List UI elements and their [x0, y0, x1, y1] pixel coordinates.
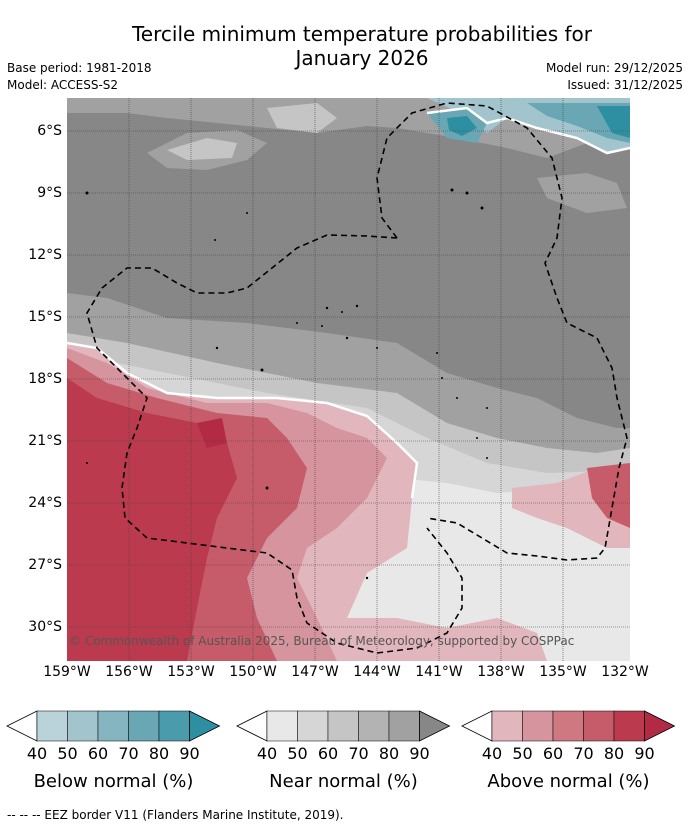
legend-near-tick: 60: [317, 744, 339, 763]
legend-above-tick: 40: [481, 744, 503, 763]
lat-label: 21°S: [28, 433, 62, 449]
legend-near-min-arrow: [236, 710, 268, 742]
copyright-text: © Commonwealth of Australia 2025, Bureau…: [69, 634, 574, 648]
model-run: Model run: 29/12/2025: [545, 61, 683, 75]
legend-below-tick: 40: [26, 744, 48, 763]
eez-border-east: [376, 102, 628, 561]
map-panel: © Commonwealth of Australia 2025, Bureau…: [66, 98, 631, 661]
legend-below-tick: 60: [87, 744, 109, 763]
lon-label: 135°W: [539, 664, 587, 680]
region-above-east-mid: [587, 463, 630, 528]
legend-below-tick: 90: [179, 744, 200, 763]
legend-above-swatch: [522, 710, 554, 742]
legend-near-swatch: [388, 710, 420, 742]
meta-right: Model run: 29/12/2025 Issued: 31/12/2025: [546, 60, 683, 94]
lon-label: 144°W: [353, 664, 401, 680]
legend-above-min-arrow: [461, 710, 493, 742]
region-above-darkest: [197, 418, 227, 448]
legend-below-swatch: [67, 710, 99, 742]
contour-below-40: [426, 106, 631, 155]
legend-above-swatch: [613, 710, 645, 742]
legend-title-above: Above normal (%): [487, 771, 650, 792]
legend-near-tick: 90: [409, 744, 430, 763]
region-near-light-top2: [267, 103, 337, 133]
legend-below-swatch: [128, 710, 160, 742]
legend-below-min-arrow: [6, 710, 38, 742]
lat-label: 27°S: [28, 557, 62, 573]
lon-label: 132°W: [601, 664, 649, 680]
legend-near-max-arrow: [419, 710, 451, 742]
meta-left: Base period: 1981-2018 Model: ACCESS-S2: [7, 60, 152, 94]
legend-above-swatch: [491, 710, 523, 742]
base-period: Base period: 1981-2018: [7, 61, 152, 75]
lon-label: 159°W: [43, 664, 91, 680]
legend-above-tick: 50: [512, 744, 533, 763]
legend-below-tick: 70: [118, 744, 139, 763]
lon-label: 138°W: [477, 664, 525, 680]
legend-above-tick: 60: [542, 744, 564, 763]
region-above-dark: [67, 378, 237, 661]
legend-below-swatch: [36, 710, 68, 742]
legend-below-tick: 80: [148, 744, 170, 763]
lat-label: 30°S: [28, 619, 62, 635]
legend-above-max-arrow: [644, 710, 676, 742]
probability-map: © Commonwealth of Australia 2025, Bureau…: [66, 98, 631, 661]
legend-above-tick: 90: [634, 744, 655, 763]
legend-title-below: Below normal (%): [33, 771, 194, 792]
contour-above-40: [66, 341, 419, 499]
legend-near-tick: 70: [348, 744, 369, 763]
legend-above: [461, 710, 676, 742]
legend-below-swatch: [158, 710, 190, 742]
legend-near-swatch: [358, 710, 390, 742]
legend-near-tick: 40: [256, 744, 278, 763]
issued-date: Issued: 31/12/2025: [567, 78, 683, 92]
legend-colorbars: [6, 710, 676, 742]
legend-near-tick: 80: [378, 744, 400, 763]
footer-note: -- -- -- EEZ border V11 (Flanders Marine…: [7, 808, 344, 822]
model-name: Model: ACCESS-S2: [7, 78, 119, 92]
lat-label: 15°S: [28, 309, 62, 325]
legend-below-tick: 50: [57, 744, 78, 763]
lat-label: 6°S: [37, 123, 62, 139]
legend-near-tick: 50: [287, 744, 308, 763]
legend-near-swatch: [266, 710, 298, 742]
legend-above-tick: 80: [603, 744, 625, 763]
legend-near: [236, 710, 451, 742]
legend-near-swatch: [297, 710, 329, 742]
map-title: Tercile minimum temperature probabilitie…: [0, 22, 690, 70]
title-line-2: January 2026: [295, 46, 429, 70]
lon-label: 153°W: [167, 664, 215, 680]
legend-above-swatch: [583, 710, 615, 742]
legend-below-max-arrow: [189, 710, 221, 742]
legend-below: [6, 710, 221, 742]
lat-label: 24°S: [28, 495, 62, 511]
legend-above-swatch: [552, 710, 584, 742]
lat-label: 9°S: [37, 185, 62, 201]
title-line-1: Tercile minimum temperature probabilitie…: [131, 22, 593, 46]
lat-label: 12°S: [28, 247, 62, 263]
eez-border-west: [86, 234, 463, 654]
legend-near-swatch: [327, 710, 359, 742]
legend-title-near: Near normal (%): [269, 771, 418, 792]
legend-above-tick: 70: [573, 744, 594, 763]
islands: [85, 188, 488, 580]
region-below-dark2: [597, 106, 630, 138]
lon-label: 156°W: [105, 664, 153, 680]
lat-label: 18°S: [28, 371, 62, 387]
lon-label: 150°W: [229, 664, 277, 680]
legend-below-swatch: [97, 710, 129, 742]
lon-label: 147°W: [291, 664, 339, 680]
lon-label: 141°W: [415, 664, 463, 680]
region-near-light-top: [167, 138, 237, 160]
